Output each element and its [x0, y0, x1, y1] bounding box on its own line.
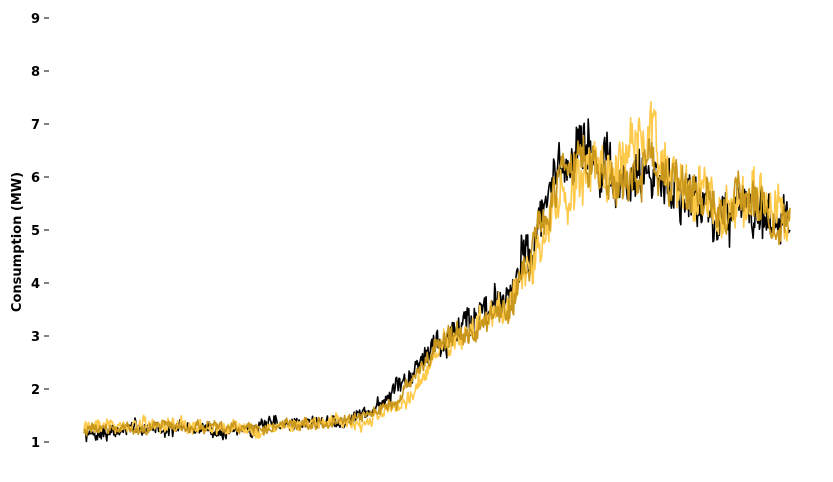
y-axis-ticks: 1 2 3 4 5 6 7 8 9: [31, 12, 49, 451]
y-tick-label: 9: [31, 12, 40, 27]
y-tick-label: 3: [31, 330, 40, 345]
y-tick-label: 6: [31, 171, 40, 186]
y-axis-label: Consumption (MW): [10, 172, 25, 312]
y-tick-label: 1: [31, 436, 40, 451]
series-layer: [83, 100, 791, 443]
series-line-1: [83, 118, 791, 443]
y-tick-label: 8: [31, 65, 40, 80]
y-tick-label: 4: [31, 277, 40, 292]
series-line-3: [83, 134, 791, 437]
y-tick-label: 2: [31, 383, 40, 398]
y-tick-label: 7: [31, 118, 40, 133]
series-line-2: [83, 100, 791, 440]
y-tick-label: 5: [31, 224, 40, 239]
